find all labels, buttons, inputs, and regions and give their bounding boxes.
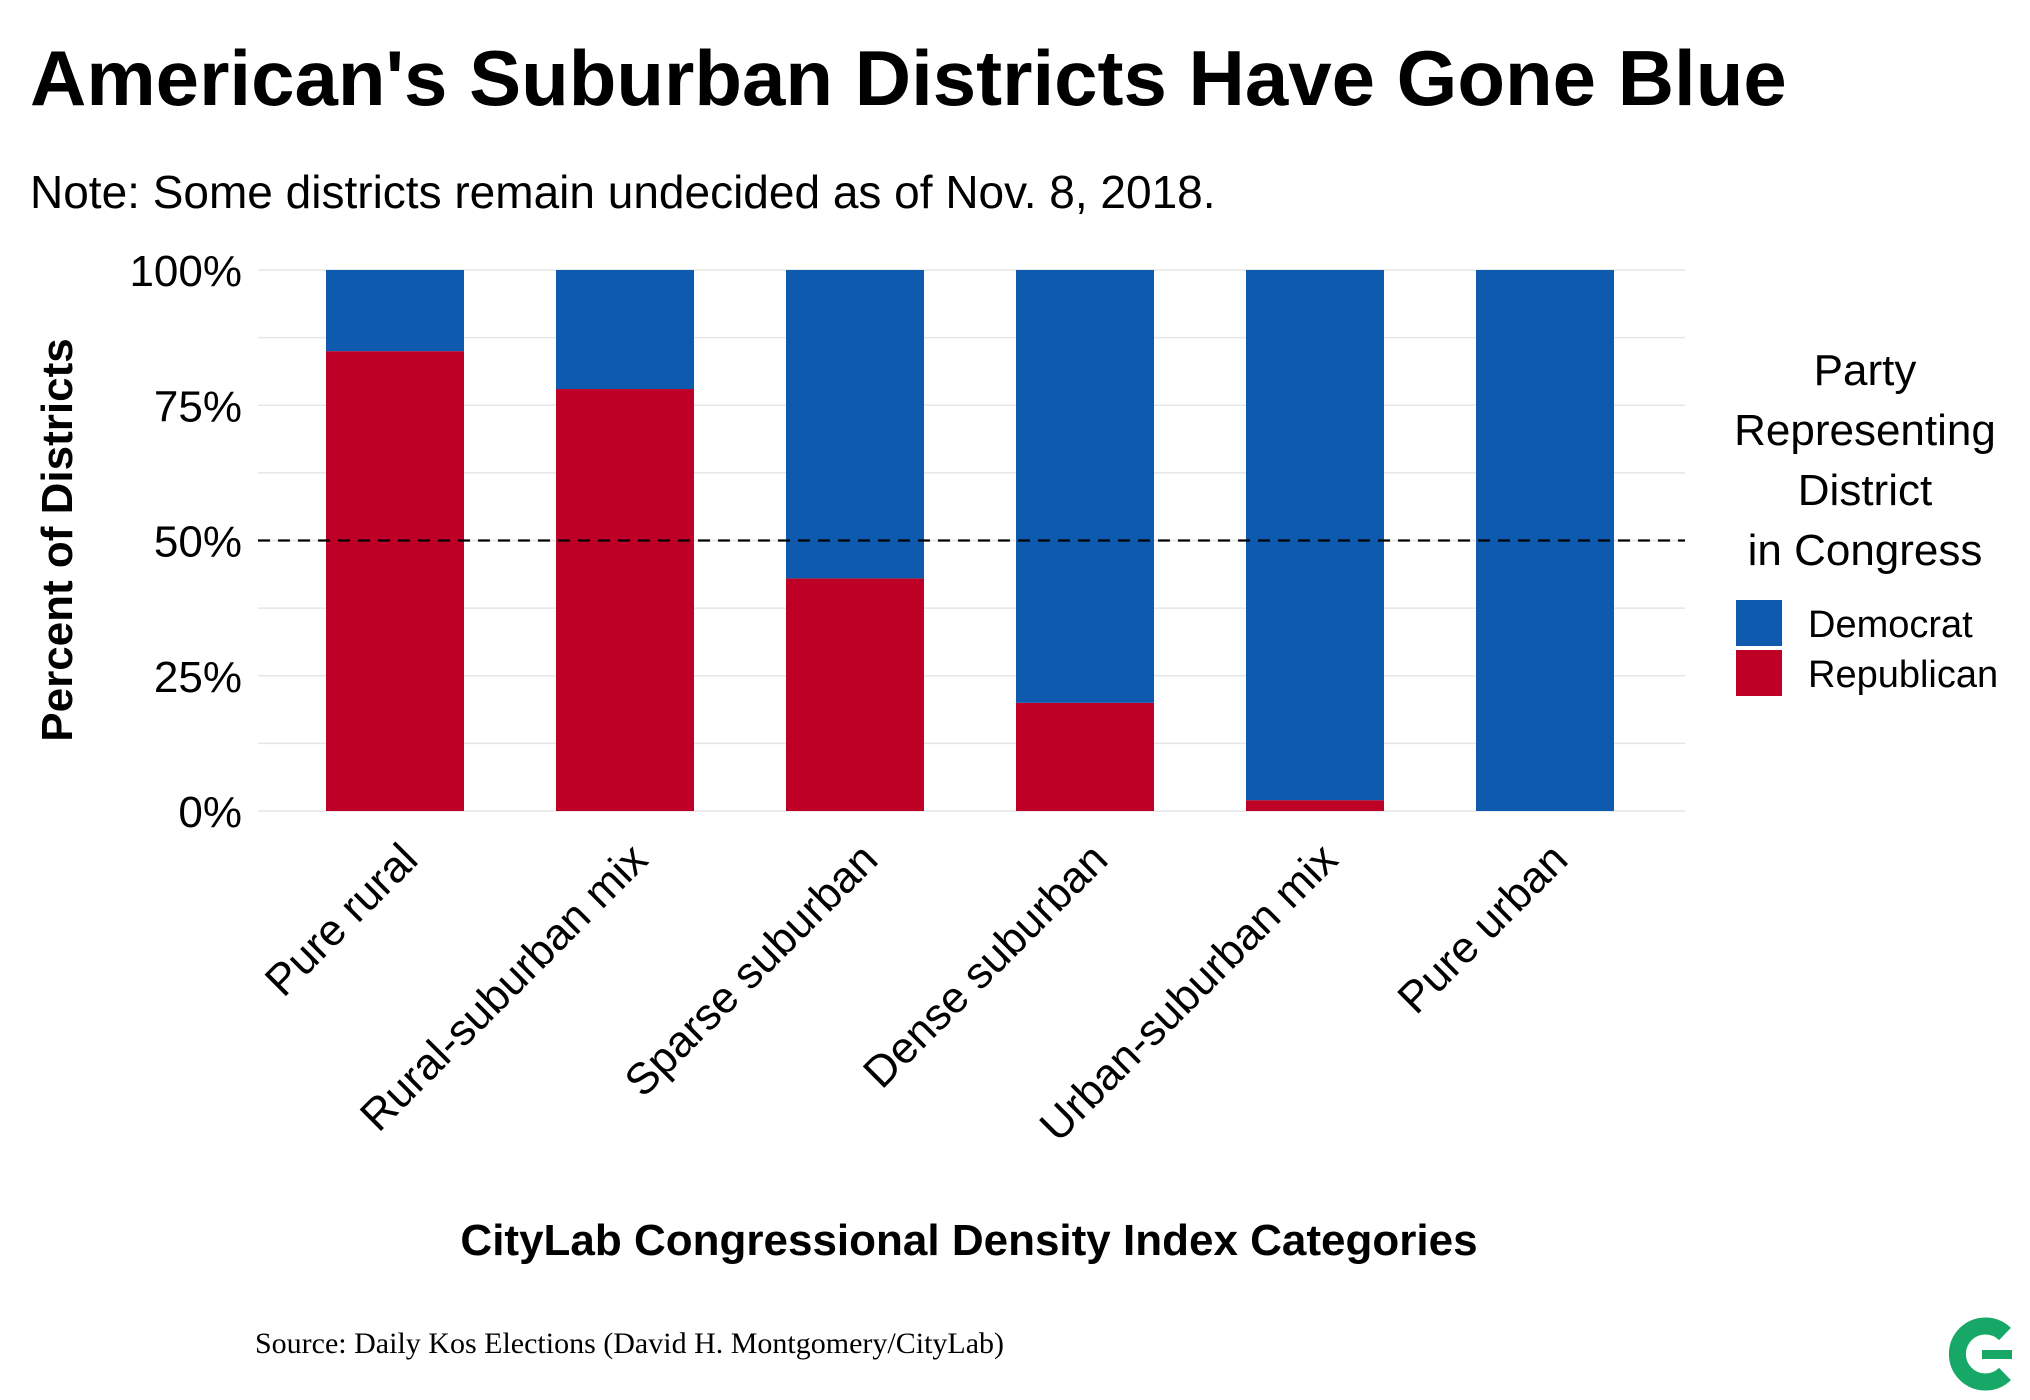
bar-republican [556, 389, 694, 811]
x-tick-label: Sparse suburban [615, 834, 887, 1106]
y-axis: 0% 25% 50% 75% 100% [129, 247, 242, 837]
chart-title: American's Suburban Districts Have Gone … [30, 34, 1787, 122]
legend-title: Representing [1734, 406, 1996, 455]
gridlines [258, 269, 1685, 812]
legend-swatch [1736, 650, 1782, 696]
legend-title: Party [1814, 346, 1917, 395]
bar-republican [326, 351, 464, 811]
citylab-logo-icon [1948, 1317, 2012, 1391]
source-note: Source: Daily Kos Elections (David H. Mo… [255, 1327, 1004, 1360]
bar-democrat [556, 270, 694, 390]
bar-democrat [326, 270, 464, 352]
bar-democrat [786, 270, 924, 579]
x-tick-label: Pure urban [1388, 834, 1577, 1023]
y-tick-label: 0% [178, 788, 242, 837]
bar-republican [1016, 702, 1154, 811]
bar-republican [786, 578, 924, 811]
legend-label: Republican [1808, 654, 1998, 696]
y-tick-label: 75% [154, 382, 242, 431]
bar-democrat [1246, 270, 1384, 801]
legend: Party Representing District in Congress Demo… [1734, 346, 1998, 696]
y-axis-title: Percent of Districts [33, 338, 82, 741]
bar-republican [1246, 800, 1384, 811]
legend-title: in Congress [1748, 526, 1983, 575]
legend-title: District [1798, 466, 1932, 515]
x-axis-title: CityLab Congressional Density Index Cate… [460, 1216, 1477, 1265]
x-tick-label: Dense suburban [854, 834, 1117, 1097]
y-tick-label: 25% [154, 653, 242, 702]
bar-democrat [1016, 270, 1154, 703]
legend-swatch [1736, 600, 1782, 646]
legend-label: Democrat [1808, 604, 1973, 646]
chart-subtitle: Note: Some districts remain undecided as… [30, 166, 1216, 218]
x-tick-label: Pure rural [256, 834, 427, 1005]
y-tick-label: 50% [154, 518, 242, 567]
y-tick-label: 100% [129, 247, 242, 296]
